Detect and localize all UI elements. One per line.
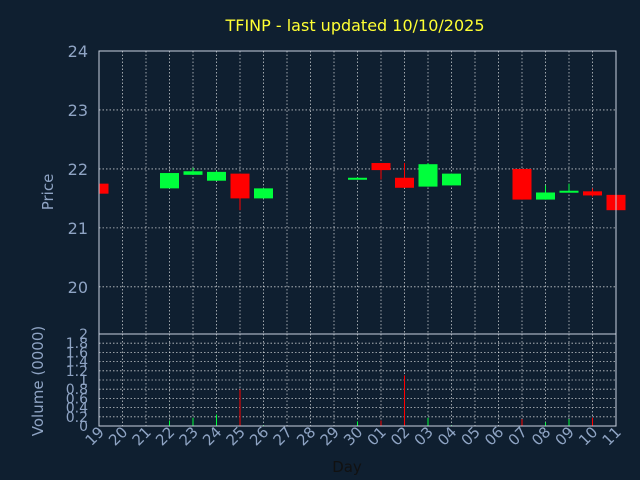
x-tick-label: 22 [152,423,178,449]
x-tick-label: 05 [458,423,484,449]
x-tick-label: 26 [246,423,272,449]
price-tick-label: 22 [68,160,88,179]
x-tick-label: 01 [364,423,390,449]
x-tick-label: 24 [199,423,225,449]
x-tick-label: 27 [270,423,296,449]
x-tick-label: 28 [293,423,319,449]
volume-tick-label: 1.8 [66,336,88,352]
x-tick-label: 29 [317,423,343,449]
x-tick-label: 11 [599,423,625,449]
x-tick-label: 09 [552,423,578,449]
candle-body [395,177,414,188]
candle-body [418,164,438,187]
price-tick-label: 20 [68,278,88,297]
volume-ticks: 00.20.40.60.811.21.41.61.82 [66,327,88,435]
candle-body [348,177,367,180]
x-tick-label: 02 [387,423,413,449]
volume-tick-label: 1.4 [66,355,88,371]
x-tick-label: 21 [129,423,155,449]
candle-body [254,188,273,199]
x-tick-label: 03 [411,423,437,449]
volume-tick-label: 1 [79,373,88,389]
price-tick-label: 21 [68,219,88,238]
candle-body [230,173,250,199]
candle-body [183,171,203,175]
x-axis-label: Day [332,458,362,476]
volume-tick-label: 0.6 [66,391,88,407]
candles [98,163,626,227]
candle-body [371,163,391,171]
x-tick-label: 30 [340,423,366,449]
x-tick-label: 07 [505,423,531,449]
volume-axis-label: Volume (0000) [29,326,47,436]
volume-tick-label: 0.4 [66,401,88,417]
x-tick-label: 10 [575,423,601,449]
price-ticks: 20 21 22 23 24 [68,42,88,297]
x-tick-label: 06 [481,423,507,449]
candle-body [160,173,179,189]
price-tick-label: 24 [68,42,88,61]
candle-body [536,192,555,200]
volume-bars [169,340,617,426]
candle-body [99,183,109,194]
candle-body [583,191,602,196]
volume-plot-frame [98,333,617,427]
candle-body [207,171,226,181]
candle-body [442,173,461,186]
x-ticks: 1920212223242526272829300102030405060708… [82,423,625,449]
x-tick-label: 08 [528,423,554,449]
price-axis-label: Price [39,174,57,211]
price-tick-label: 23 [68,101,88,120]
volume-tick-label: 1.6 [66,345,88,361]
candle-body [512,168,532,200]
chart-title: TFINP - last updated 10/10/2025 [224,16,484,35]
volume-tick-label: 1.2 [66,364,88,380]
x-tick-label: 25 [223,423,249,449]
volume-tick-label: 2 [79,327,88,343]
volume-tick-label: 0.2 [66,410,88,426]
volume-grid [99,334,616,426]
candle-body [559,190,579,193]
x-tick-label: 23 [176,423,202,449]
volume-tick-label: 0.8 [66,382,88,398]
volume-tick-label: 0 [79,419,88,435]
x-tick-label: 20 [105,423,131,449]
x-tick-label: 04 [434,423,460,449]
